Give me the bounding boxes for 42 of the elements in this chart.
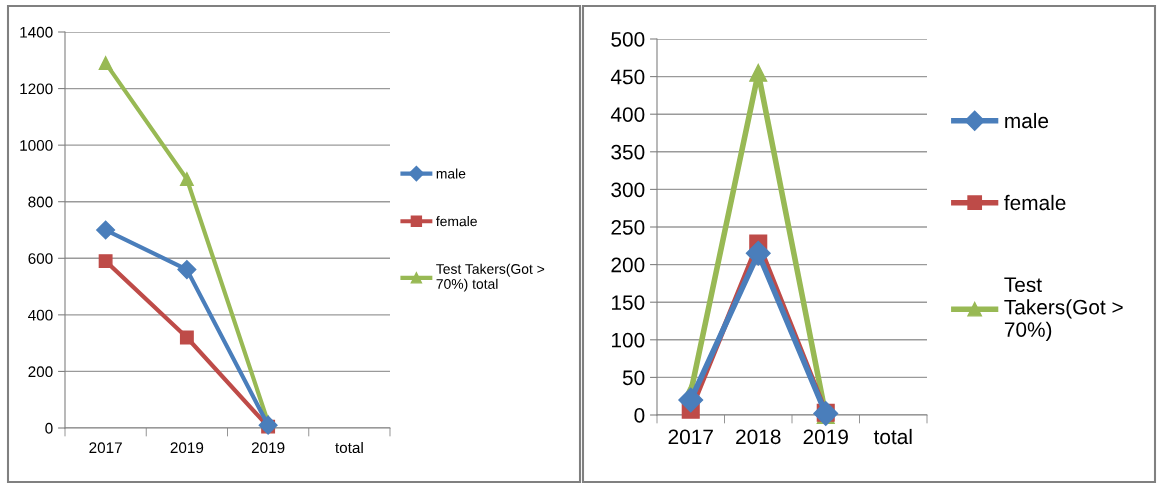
y-tick-label: 1400 bbox=[20, 26, 53, 38]
y-tick-label: 0 bbox=[45, 422, 53, 434]
y-tick-label: 450 bbox=[610, 69, 645, 85]
y-tick-label: 250 bbox=[611, 220, 645, 235]
x-tick-label: total bbox=[335, 441, 363, 454]
x-tick-label: 2017 bbox=[668, 429, 713, 445]
point bbox=[749, 63, 768, 82]
legend-label: Test Takers(Got > 70%) bbox=[1004, 277, 1123, 342]
y-tick-label: 100 bbox=[612, 332, 645, 348]
legend-label: male bbox=[436, 168, 466, 179]
point bbox=[179, 330, 194, 345]
y-tick-label: 200 bbox=[611, 257, 645, 273]
x-tick-label: 2018 bbox=[736, 429, 781, 445]
x-tick-label: 2017 bbox=[89, 442, 122, 454]
point bbox=[96, 220, 116, 240]
y-tick-label: 150 bbox=[612, 295, 645, 310]
legend-label: male bbox=[1005, 112, 1049, 129]
y-tick-label: 300 bbox=[611, 182, 645, 198]
legend-label: Test Takers(Got > 70%) total bbox=[436, 263, 545, 292]
y-tick-label: 800 bbox=[28, 196, 53, 208]
y-tick-label: 1000 bbox=[20, 140, 53, 151]
y-tick-label: 600 bbox=[28, 253, 53, 264]
legend-label: female bbox=[1004, 194, 1066, 211]
x-tick-label: 2019 bbox=[251, 442, 285, 454]
y-tick-label: 1200 bbox=[20, 83, 53, 95]
point bbox=[745, 240, 771, 266]
y-tick-label: 400 bbox=[28, 309, 53, 321]
x-tick-label: total bbox=[873, 428, 912, 445]
y-tick-label: 350 bbox=[611, 144, 645, 160]
y-tick-label: 50 bbox=[622, 370, 645, 386]
point bbox=[98, 56, 113, 71]
y-tick-label: 200 bbox=[28, 366, 53, 378]
x-tick-label: 2019 bbox=[170, 442, 204, 454]
x-tick-label: 2019 bbox=[803, 429, 848, 445]
point bbox=[98, 254, 113, 269]
legend-label: female bbox=[436, 216, 477, 227]
y-tick-label: 500 bbox=[611, 32, 645, 47]
point bbox=[678, 387, 704, 413]
point bbox=[177, 260, 197, 280]
y-tick-label: 400 bbox=[610, 107, 645, 122]
point bbox=[179, 172, 194, 187]
y-tick-label: 0 bbox=[634, 408, 645, 423]
